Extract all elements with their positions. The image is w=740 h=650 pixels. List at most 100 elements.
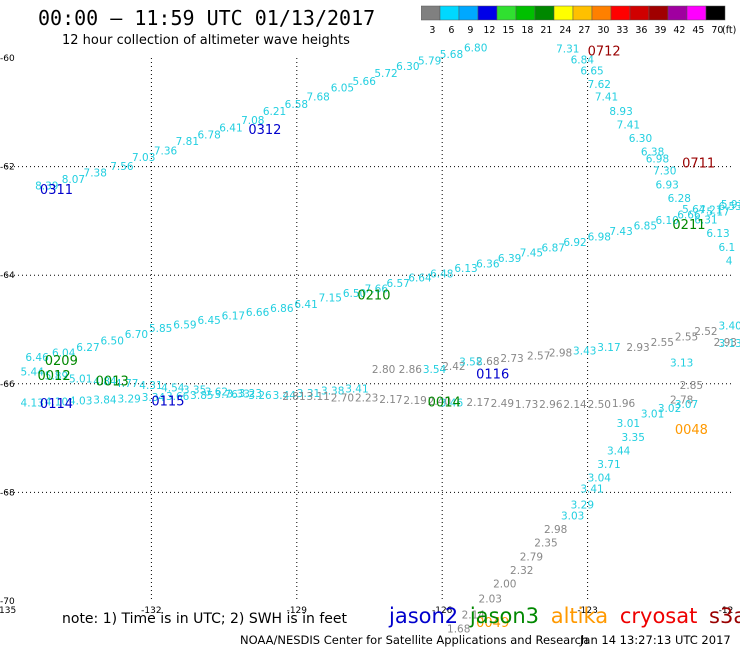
wave-height-value: 3.76 xyxy=(214,389,238,401)
wave-height-value: 2.55 xyxy=(675,331,698,343)
color-scale-swatch xyxy=(421,5,441,21)
track-id-label: 0116 xyxy=(476,367,509,382)
color-scale-label: 42 xyxy=(673,25,685,36)
wave-height-value: 6.78 xyxy=(197,129,220,141)
wave-height-value: 6.41 xyxy=(219,122,242,134)
color-scale-label: 18 xyxy=(521,25,533,36)
track-id-label: 0712 xyxy=(588,44,621,59)
legend-jason2: jason2 xyxy=(389,604,459,628)
color-scale-swatch xyxy=(534,5,555,21)
wave-height-value: 3.29 xyxy=(571,500,594,512)
track-id-label: 0013 xyxy=(96,374,129,389)
wave-height-value: 6.50 xyxy=(101,336,124,348)
wave-height-value: 6.38 xyxy=(641,147,664,159)
track-id-label: 0012 xyxy=(38,369,71,384)
wave-height-value: 6.17 xyxy=(222,311,245,323)
wave-height-value: 4.84 xyxy=(93,376,117,388)
wave-height-value: 6.64 xyxy=(408,273,432,285)
wave-height-value: 2.68 xyxy=(476,356,499,368)
color-scale-label: 36 xyxy=(635,25,647,36)
wave-height-value: 2.19 xyxy=(403,395,426,407)
color-scale-swatch xyxy=(686,5,707,21)
color-scale-swatch xyxy=(705,5,726,21)
wave-height-value: 7.68 xyxy=(306,91,329,103)
wave-height-value: 2.40 xyxy=(428,396,451,408)
wave-height-value: 3.13 xyxy=(670,357,693,369)
color-scale-label: 27 xyxy=(578,25,590,36)
credit-line: NOAA/NESDIS Center for Satellite Applica… xyxy=(240,633,589,647)
color-scale-swatch xyxy=(515,5,536,21)
track-id-label: 0114 xyxy=(40,397,73,412)
wave-height-value: 3.84 xyxy=(93,394,117,406)
y-tick-label: -64 xyxy=(0,271,15,281)
chart-axes: -135 -132 -129 -126 -123 -12 -60 -62 -64 -66 -68 -7… xyxy=(0,54,733,616)
wave-height-value: 3.85 xyxy=(190,390,213,402)
color-scale-label: 30 xyxy=(597,25,609,36)
wave-height-value: 2.70 xyxy=(331,393,354,405)
track-id-label: 0210 xyxy=(357,289,390,304)
color-scale-label: 6 xyxy=(448,25,454,36)
wave-height-value: 6.58 xyxy=(285,99,308,111)
wave-height-value: 2.35 xyxy=(534,538,557,550)
wave-height-value: 7.45 xyxy=(520,248,543,260)
color-scale-label: 45 xyxy=(692,25,704,36)
color-scale-label: 39 xyxy=(654,25,666,36)
wave-height-value: 5.66 xyxy=(353,76,377,88)
color-scale-swatch xyxy=(439,5,460,21)
wave-height-value: 7.30 xyxy=(653,166,676,178)
wave-height-value: 4 xyxy=(726,255,733,267)
track-id-label: 0311 xyxy=(40,183,73,198)
color-scale-swatch xyxy=(496,5,517,21)
wave-height-value: 6.28 xyxy=(668,193,691,205)
wave-height-value: 6.39 xyxy=(498,253,521,265)
wave-height-value: 6.85 xyxy=(634,221,657,233)
wave-height-value: 7.31 xyxy=(556,44,579,56)
color-scale-swatch xyxy=(591,5,612,21)
track-id-label: 0711 xyxy=(682,157,715,172)
wave-height-value: 2.78 xyxy=(670,394,693,406)
wave-height-value: 6.10 xyxy=(655,215,678,227)
wave-height-value: 4.13 xyxy=(21,398,44,410)
wave-height-value: 6.41 xyxy=(294,299,317,311)
wave-height-value: 6.57 xyxy=(386,278,409,290)
wave-height-value: 6.80 xyxy=(464,42,487,54)
wave-height-value: 6.36 xyxy=(476,259,500,271)
wave-height-value: 3.13 xyxy=(718,338,740,350)
track-id-label: 0115 xyxy=(151,395,184,410)
wave-height-value: 2.81 xyxy=(282,391,305,403)
wave-height-value: 6.13 xyxy=(454,263,477,275)
wave-height-value: 1.96 xyxy=(612,398,636,410)
color-scale-label: 33 xyxy=(616,25,628,36)
x-tick-label: -132 xyxy=(141,606,161,616)
wave-height-value: 6.13 xyxy=(706,228,729,240)
grid-lines xyxy=(6,58,733,601)
wave-height-value: 3.71 xyxy=(597,459,620,471)
color-scale-swatch xyxy=(629,5,650,21)
legend-jason3: jason3 xyxy=(469,604,540,628)
color-scale-swatch xyxy=(610,5,631,21)
wave-height-value: 4.77 xyxy=(115,378,138,390)
wave-height-value: 6.27 xyxy=(76,342,99,354)
wave-height-value: 5.72 xyxy=(374,68,397,80)
wave-height-value: 6.87 xyxy=(542,242,565,254)
x-tick-label: -12 xyxy=(719,606,734,616)
wave-height-value: 8.39 xyxy=(35,180,58,192)
wave-height-value: 2.85 xyxy=(680,380,703,392)
wave-height-value: 1.73 xyxy=(515,399,538,411)
wave-height-value: 6.98 xyxy=(588,231,611,243)
wave-height-value: 3.62 xyxy=(205,387,228,399)
wave-height-value: 3.46 xyxy=(440,398,464,410)
wave-height-value: 4.03 xyxy=(69,395,92,407)
wave-height-value: 3.03 xyxy=(561,511,584,523)
legend-cryosat: cryosat xyxy=(619,604,698,628)
wave-height-value: 7.38 xyxy=(84,167,107,179)
color-scale-swatch xyxy=(648,5,669,21)
wave-height-value: 3.41 xyxy=(345,383,368,395)
wave-height-value: 6.84 xyxy=(571,54,595,66)
track-id-label: 0014 xyxy=(428,396,461,411)
wave-height-value: 6.04 xyxy=(52,348,76,360)
wave-height-value: 8.93 xyxy=(609,106,632,118)
wave-height-value: 4.31 xyxy=(139,380,162,392)
wave-height-value: 2.49 xyxy=(491,398,514,410)
